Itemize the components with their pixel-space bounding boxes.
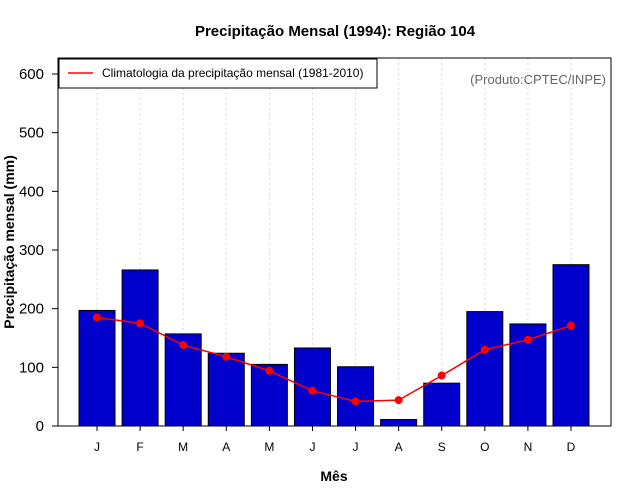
climatology-point-8	[437, 371, 446, 380]
climatology-point-11	[567, 321, 575, 330]
y-tick-label: 300	[19, 242, 44, 259]
bar-1	[121, 269, 159, 427]
x-axis-label: Mês	[320, 468, 347, 484]
climatology-point-6	[351, 397, 360, 406]
bar-7	[380, 419, 418, 427]
climatology-point-1	[136, 319, 145, 328]
climatology-point-5	[308, 386, 317, 395]
bar-2	[164, 333, 202, 427]
y-tick-label: 200	[19, 301, 44, 318]
legend-entry-climatology: Climatologia da precipitação mensal (198…	[102, 66, 363, 80]
x-tick-label: S	[438, 440, 446, 454]
climatology-line-layer	[93, 313, 575, 406]
climatology-point-2	[179, 341, 188, 350]
credit-annotation: (Produto:CPTEC/INPE)	[470, 72, 606, 87]
y-tick-label: 500	[19, 125, 44, 142]
plot-frame	[57, 57, 612, 427]
x-tick-label: A	[395, 440, 403, 454]
x-tick-label: N	[524, 440, 533, 454]
climatology-line	[96, 316, 572, 403]
y-axis-label: Precipitação mensal (mm)	[1, 155, 17, 329]
legend: Climatologia da precipitação mensal (198…	[58, 58, 378, 89]
x-tick-label: A	[222, 440, 230, 454]
climatology-point-0	[93, 313, 101, 322]
y-tick-label: 600	[19, 66, 44, 83]
x-tick-label: F	[136, 440, 143, 454]
x-tick-label: M	[178, 440, 188, 454]
climatology-point-10	[523, 335, 532, 344]
y-axis: 0 100 200 300 400 500 600	[19, 66, 58, 435]
x-tick-label: J	[309, 440, 315, 454]
legend-box	[58, 58, 378, 89]
y-tick-label: 0	[36, 418, 44, 435]
bar-3	[207, 352, 245, 427]
bars-layer	[78, 264, 590, 427]
x-tick-label: M	[264, 440, 274, 454]
bar-11	[552, 264, 590, 427]
bar-8	[423, 382, 461, 427]
x-tick-label: J	[353, 440, 359, 454]
climatology-point-4	[265, 366, 274, 375]
x-tick-label: O	[480, 440, 489, 454]
bar-0	[78, 309, 116, 427]
bar-9	[466, 311, 504, 427]
y-tick-label: 400	[19, 183, 44, 200]
climatology-point-9	[480, 345, 489, 354]
climatology-point-7	[394, 396, 403, 405]
bar-6	[337, 366, 375, 427]
y-tick-label: 100	[19, 359, 44, 376]
x-tick-label: J	[94, 440, 100, 454]
climatology-point-3	[222, 352, 231, 361]
bar-10	[509, 323, 547, 427]
x-tick-label: D	[567, 440, 576, 454]
chart-title: Precipitação Mensal (1994): Região 104	[195, 23, 476, 40]
